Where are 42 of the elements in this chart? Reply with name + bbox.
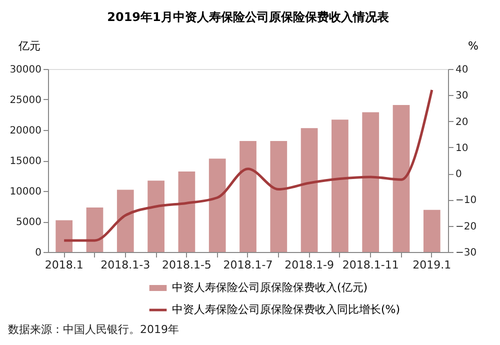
y-tick-label: 30000 <box>10 64 42 76</box>
y-tick-label: 10000 <box>10 186 42 198</box>
y-tick-label: 5000 <box>16 217 42 228</box>
bar <box>208 158 226 252</box>
x-tick-label: 2018.1 <box>44 258 84 272</box>
y2-tick-label: 0 <box>456 169 462 180</box>
bar <box>56 220 73 252</box>
x-tick-label: 2018.1-11 <box>342 258 399 272</box>
x-tick-label: 2018.1-9 <box>284 258 334 272</box>
line-series <box>62 88 434 242</box>
bar <box>240 140 256 252</box>
bar <box>86 207 104 252</box>
legend-label: 中资人寿保险公司原保险保费收入(亿元) <box>172 281 368 294</box>
y2-tick-label: 30 <box>456 90 468 102</box>
bar <box>270 140 288 252</box>
y-axis-title: 亿元 <box>18 40 40 52</box>
bar <box>332 120 348 252</box>
y2-tick-label: −20 <box>456 221 477 232</box>
x-tick-label: 2019.1 <box>412 258 452 272</box>
bar <box>362 112 380 252</box>
bar <box>423 210 440 252</box>
y2-tick-label: 10 <box>456 142 468 154</box>
y-tick-label: 25000 <box>10 95 42 106</box>
bar <box>116 190 134 252</box>
chart-title: 2019年1月中资人寿保险公司原保险保费收入情况表 <box>107 10 390 24</box>
bar <box>300 128 318 252</box>
y2-tick-label: −30 <box>456 248 477 258</box>
source-note: 数据来源：中国人民银行。2019年 <box>8 323 179 336</box>
bar <box>178 171 196 252</box>
bar <box>148 180 164 252</box>
x-tick-label: 2018.1-7 <box>223 258 273 272</box>
y2-tick-label: 40 <box>456 64 468 76</box>
legend-label: 中资人寿保险公司原保险保费收入同比增长(%) <box>172 303 400 316</box>
x-tick-label: 2018.1-3 <box>100 258 150 272</box>
y-tick-label: 20000 <box>10 126 42 136</box>
y2-tick-label: −10 <box>456 195 477 206</box>
y2-tick-label: 20 <box>456 116 468 128</box>
y-tick-label: 0 <box>35 248 42 258</box>
y-tick-label: 15000 <box>10 156 42 167</box>
x-tick-label: 2018.1-5 <box>162 258 212 272</box>
bar <box>392 104 410 252</box>
y2-axis-title: % <box>468 40 478 52</box>
